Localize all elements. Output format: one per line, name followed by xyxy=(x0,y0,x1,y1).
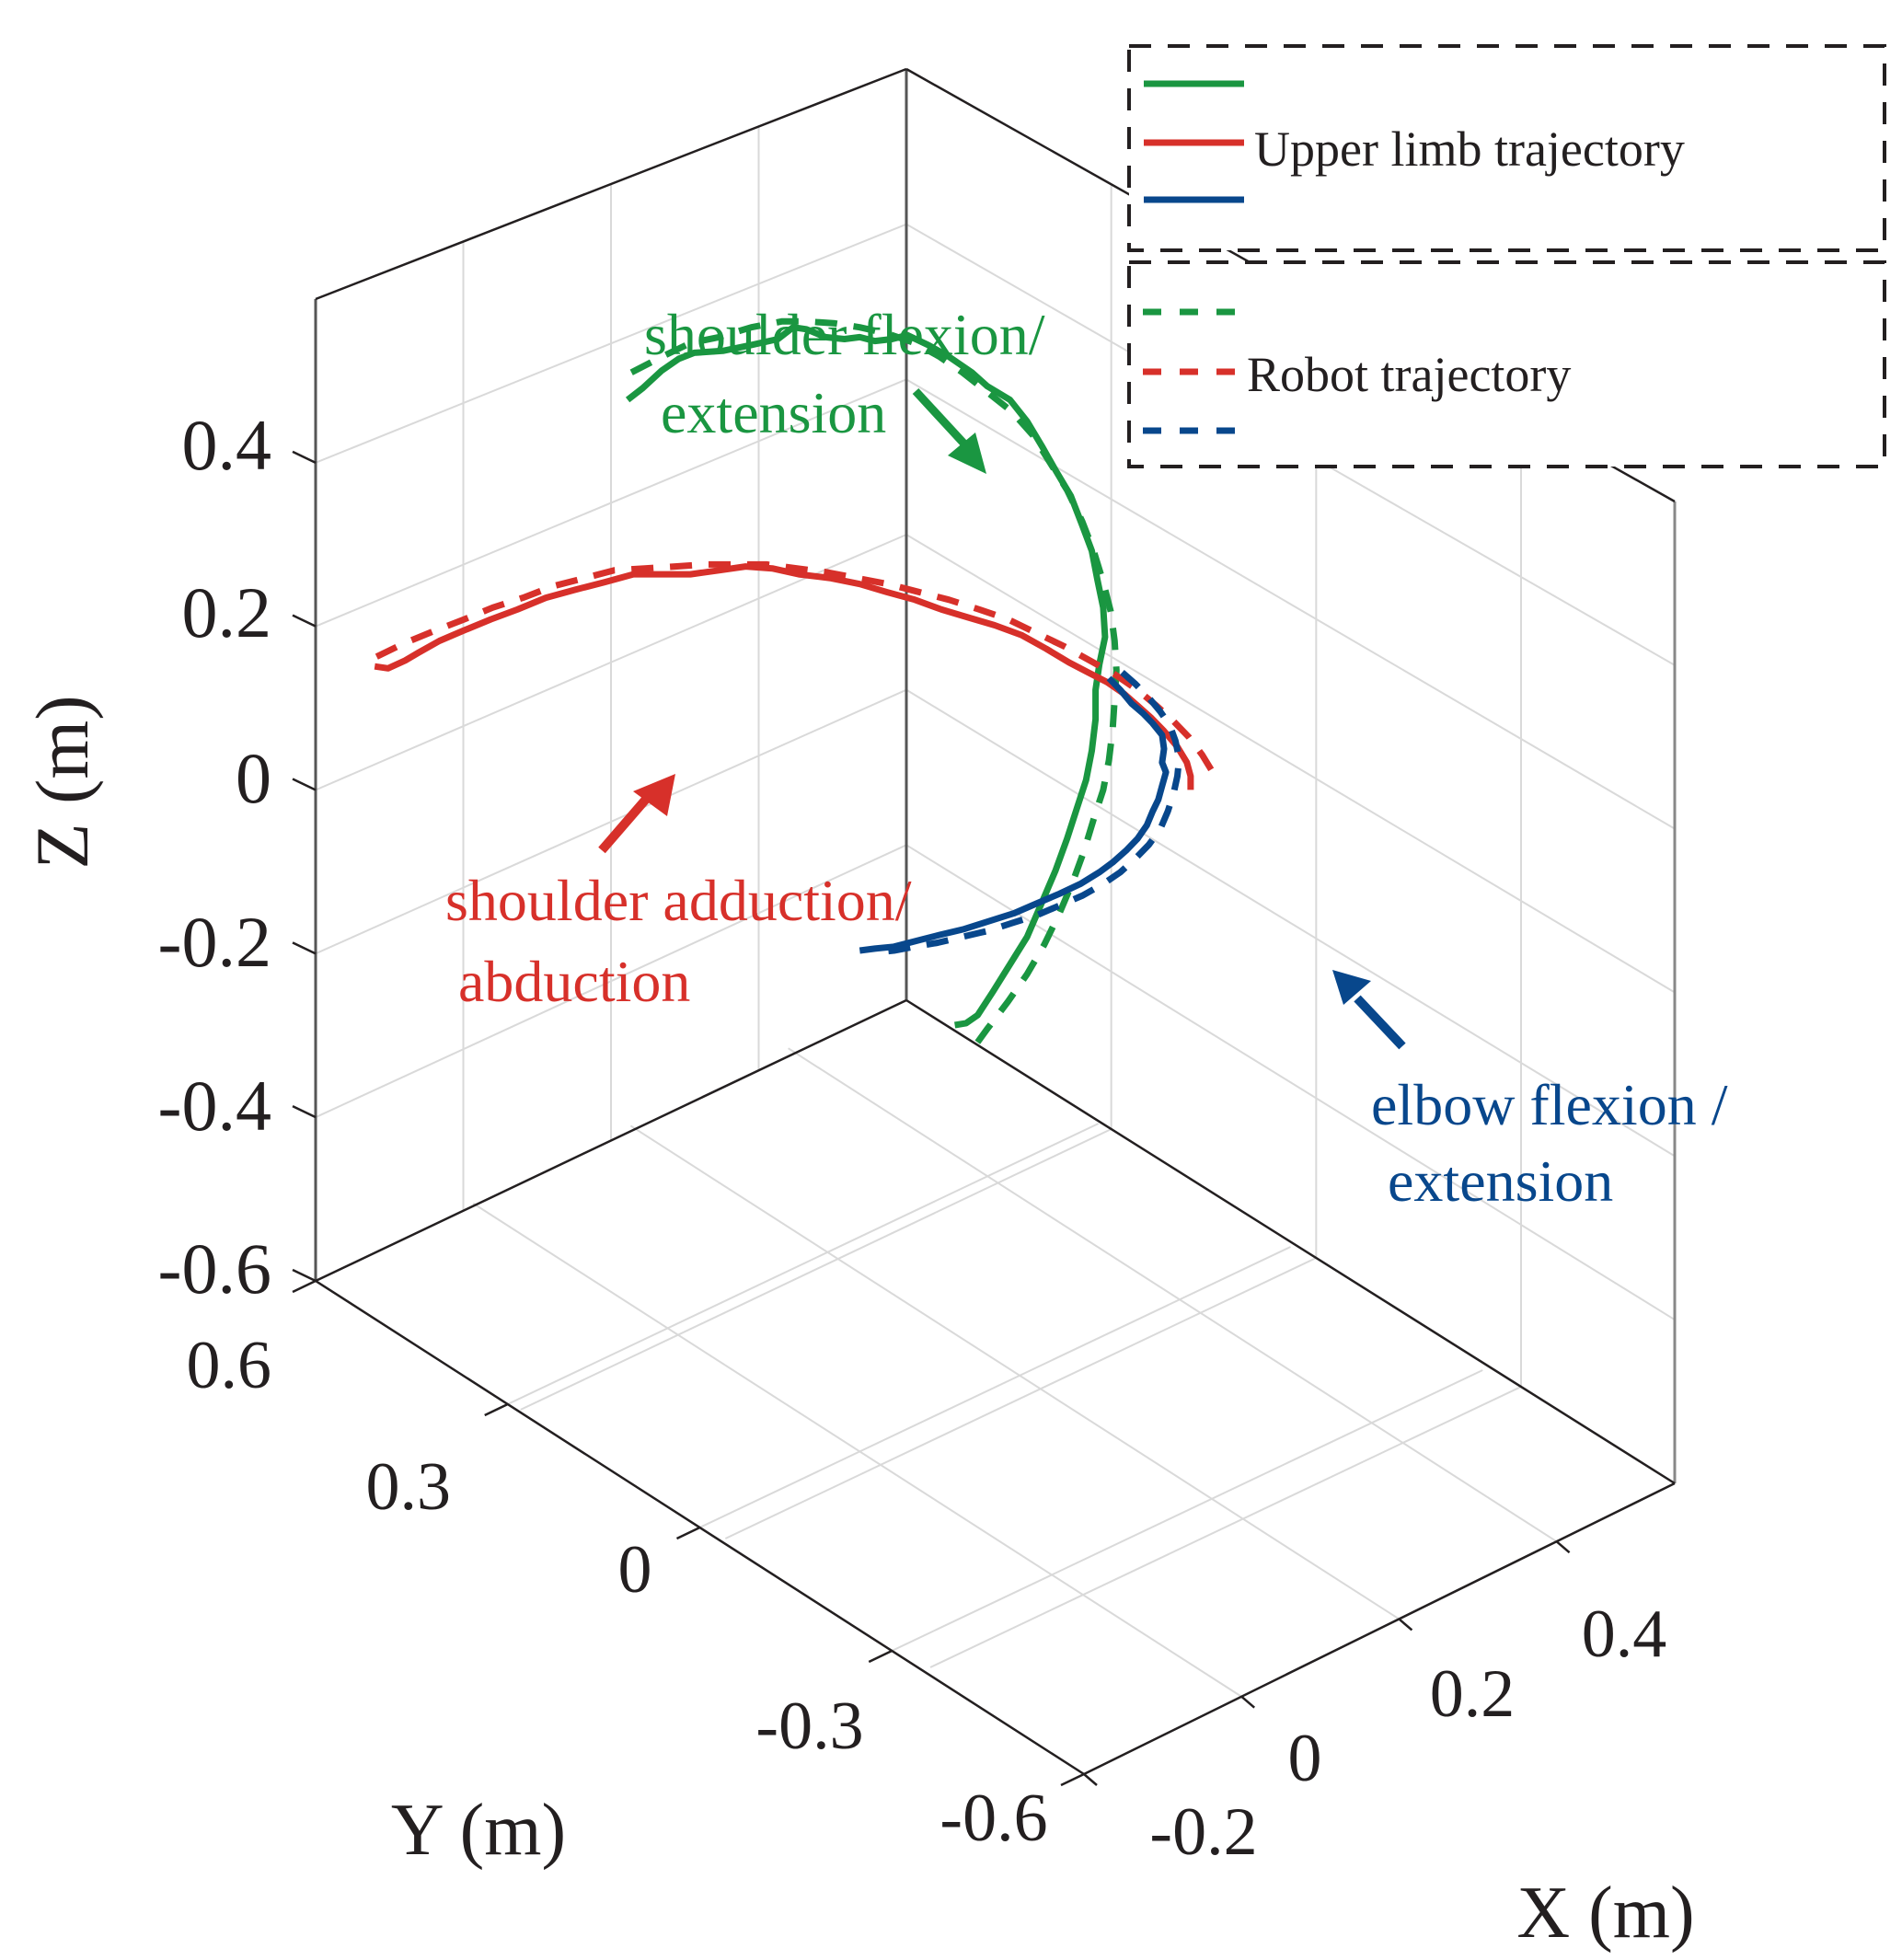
y-tick-label: 0 xyxy=(618,1532,652,1608)
tick-mark xyxy=(1555,1540,1571,1554)
tick-mark xyxy=(292,1105,317,1119)
axis-ticks xyxy=(292,450,1571,1787)
tick-mark xyxy=(868,1649,893,1664)
tick-mark xyxy=(1060,1772,1085,1787)
annotation-text: elbow flexion / xyxy=(1371,1072,1728,1137)
annotation-shoulder-adduction: shoulder adduction/ abduction xyxy=(445,774,912,1014)
x-tick-label: 0.4 xyxy=(1582,1597,1667,1672)
tick-mark xyxy=(292,941,317,955)
tick-mark xyxy=(1240,1695,1256,1709)
y-tick-labels: 0.6 0.3 0 -0.3 -0.6 xyxy=(187,1328,1048,1856)
y-tick-label: -0.3 xyxy=(755,1689,863,1764)
grid-line xyxy=(905,378,1676,830)
y-tick-label: 0.6 xyxy=(187,1328,272,1403)
tick-mark xyxy=(292,450,317,464)
axis-edge xyxy=(315,67,907,301)
tick-mark xyxy=(292,614,317,628)
grid-line xyxy=(699,1246,1291,1528)
grid-line xyxy=(472,1202,1242,1698)
tick-mark xyxy=(292,778,317,791)
z-tick-label: 0.4 xyxy=(182,405,272,485)
y-axis-title: Y (m) xyxy=(391,1790,566,1871)
tick-mark xyxy=(675,1526,701,1540)
series-blue-solid xyxy=(859,675,1170,954)
tick-mark xyxy=(292,1279,317,1294)
grid-line xyxy=(629,1124,1400,1620)
annotation-elbow-flexion: elbow flexion / extension xyxy=(1332,970,1728,1214)
annotation-text: abduction xyxy=(458,949,690,1014)
z-tick-label: -0.6 xyxy=(158,1228,271,1309)
annotation-text: extension xyxy=(1388,1148,1613,1214)
annotation-text: extension xyxy=(661,380,886,445)
series-red-solid xyxy=(374,563,1194,790)
tick-mark xyxy=(1083,1773,1098,1786)
axis-edge xyxy=(315,998,907,1283)
z-tick-label: 0.2 xyxy=(182,572,272,652)
x-axis-title: X (m) xyxy=(1516,1873,1694,1954)
grid-line xyxy=(905,534,1676,994)
annotation-shoulder-flexion: shoulder flexion/ extension xyxy=(644,302,1045,474)
grid-lines xyxy=(315,126,1676,1698)
legend: Upper limb trajectory Robot trajectory xyxy=(1127,44,1886,468)
annotation-text: shoulder adduction/ xyxy=(445,868,912,933)
x-tick-label: 0 xyxy=(1288,1721,1322,1796)
grid-line xyxy=(520,1128,1112,1411)
arrow-icon xyxy=(1332,970,1406,1050)
tick-mark xyxy=(292,1268,317,1283)
z-tick-labels: 0.4 0.2 0 -0.2 -0.4 -0.6 xyxy=(158,405,271,1309)
z-tick-label: -0.4 xyxy=(158,1066,271,1146)
x-tick-label: -0.2 xyxy=(1149,1794,1257,1870)
z-tick-label: 0 xyxy=(236,738,271,818)
trajectory-series xyxy=(374,317,1215,1055)
tick-mark xyxy=(1398,1618,1413,1631)
annotation-text: shoulder flexion/ xyxy=(644,302,1045,367)
grid-line xyxy=(788,1047,1558,1543)
grid-line xyxy=(905,688,1676,1158)
arrow-icon xyxy=(598,774,675,854)
legend-box-upper-limb xyxy=(1127,44,1886,252)
x-tick-labels: -0.2 0 0.2 0.4 xyxy=(1149,1597,1666,1870)
y-tick-label: 0.3 xyxy=(366,1449,452,1525)
arrow-icon xyxy=(912,387,986,474)
grid-line xyxy=(724,1257,1317,1539)
axis-edge xyxy=(1083,1482,1676,1776)
grid-line xyxy=(929,1386,1522,1668)
series-green-dashed xyxy=(629,317,1120,1055)
series-green-solid xyxy=(625,324,1109,1029)
legend-label-robot: Robot trajectory xyxy=(1247,347,1571,402)
z-tick-label: -0.2 xyxy=(158,902,271,982)
z-axis-title: Z (m) xyxy=(20,696,104,870)
x-tick-label: 0.2 xyxy=(1430,1656,1516,1732)
y-tick-label: -0.6 xyxy=(939,1781,1047,1856)
legend-label-upper-limb: Upper limb trajectory xyxy=(1254,121,1685,177)
legend-box-robot xyxy=(1127,260,1886,468)
tick-mark xyxy=(484,1402,509,1417)
grid-line xyxy=(507,1123,1100,1405)
grid-line xyxy=(891,1369,1483,1652)
axis-edge xyxy=(905,998,1676,1485)
series-red-dashed xyxy=(375,560,1215,772)
